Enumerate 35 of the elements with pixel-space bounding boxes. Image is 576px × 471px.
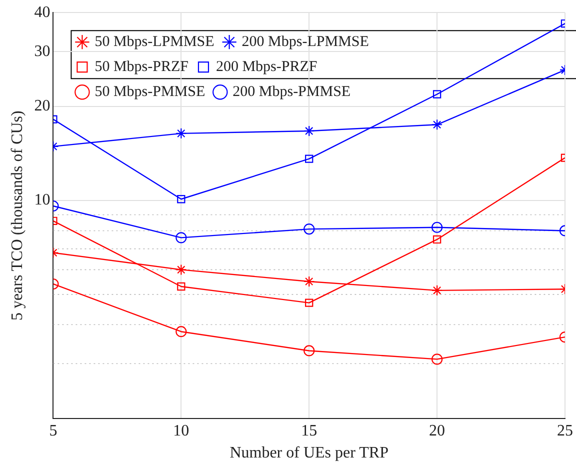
y-tick-label: 10 [34, 192, 50, 209]
y-tick-label: 40 [34, 4, 50, 21]
point [432, 235, 442, 244]
point [432, 222, 443, 233]
y-axis-title: 5 years TCO (thousands of CUs) [8, 110, 26, 321]
point [176, 326, 187, 338]
x-tick-label: 20 [429, 422, 446, 440]
point [305, 298, 314, 307]
point [304, 345, 315, 356]
point [176, 128, 187, 139]
legend-label: 200 Mbps-PRZF [216, 59, 318, 76]
point [432, 284, 443, 296]
x-tick-label: 15 [301, 422, 318, 440]
point [176, 264, 187, 276]
y-tick-label: 30 [34, 42, 50, 60]
point [304, 223, 315, 235]
legend-label: 50 Mbps-LPMMSE [94, 34, 214, 50]
x-axis-title: Number of UEs per TRP [230, 444, 389, 462]
point [304, 125, 315, 137]
point [432, 354, 443, 365]
x-tick-label: 25 [557, 422, 573, 440]
legend-label: 50 Mbps-PMMSE [94, 84, 206, 100]
legend-label: 200 Mbps-PMMSE [232, 84, 351, 100]
legend-label: 200 Mbps-LPMMSE [242, 34, 369, 50]
point [177, 195, 186, 204]
y-tick-label: 20 [34, 98, 50, 115]
point [305, 154, 314, 163]
point [432, 119, 443, 130]
point [177, 282, 186, 291]
legend-label: 50 Mbps-PRZF [94, 59, 188, 76]
x-tick-label: 5 [49, 422, 58, 440]
point [176, 232, 187, 244]
point [304, 276, 315, 288]
point [432, 90, 442, 98]
x-tick-label: 10 [173, 422, 190, 440]
